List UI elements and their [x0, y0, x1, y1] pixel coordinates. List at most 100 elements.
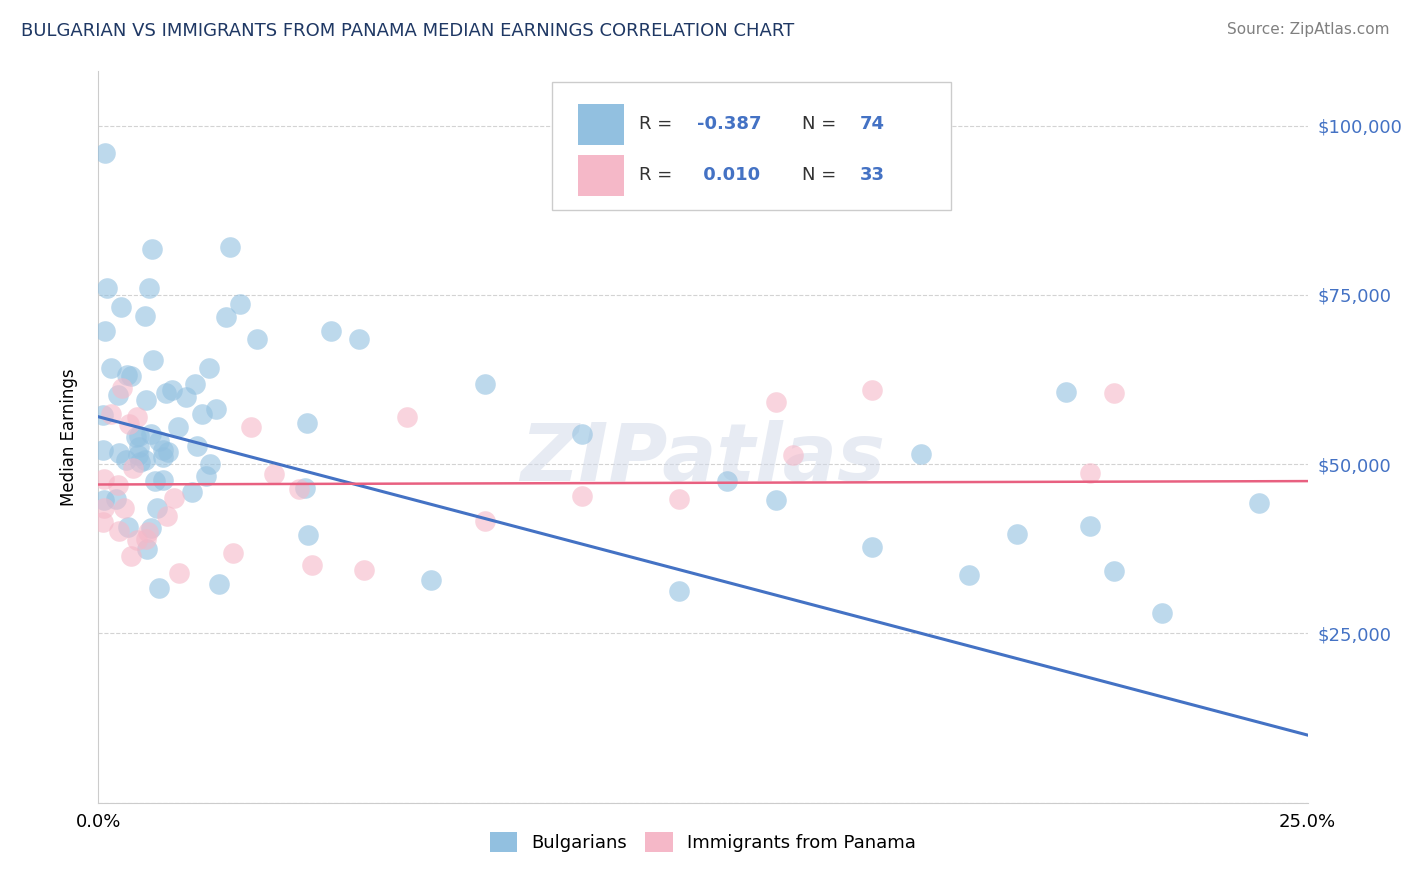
Bulgarians: [117, 520, 139, 534]
Bulgarians: [138, 281, 160, 295]
Bulgarians: [100, 361, 122, 376]
Bulgarians: [96, 281, 118, 295]
Bulgarians: [141, 242, 163, 256]
Bulgarians: [167, 419, 190, 434]
Bulgarians: [297, 528, 319, 542]
Bulgarians: [474, 376, 496, 391]
Bulgarians: [125, 430, 148, 444]
Bulgarians: [297, 416, 319, 430]
Bulgarians: [765, 492, 787, 507]
Immigrants from Panama: [118, 417, 141, 431]
Immigrants from Panama: [301, 558, 323, 572]
Immigrants from Panama: [167, 566, 190, 580]
Bulgarians: [183, 377, 205, 392]
Bulgarians: [180, 484, 202, 499]
Bulgarians: [146, 501, 169, 516]
Immigrants from Panama: [100, 407, 122, 421]
Bulgarians: [152, 473, 174, 487]
Immigrants from Panama: [571, 489, 593, 503]
Bulgarians: [139, 426, 162, 441]
Text: 74: 74: [860, 115, 886, 133]
Bulgarians: [107, 388, 129, 402]
Text: N =: N =: [803, 115, 842, 133]
Bulgarians: [321, 324, 343, 338]
Bulgarians: [208, 577, 231, 591]
Bulgarians: [139, 521, 162, 535]
Bulgarians: [134, 309, 156, 323]
Immigrants from Panama: [121, 461, 143, 475]
Bar: [578, 155, 624, 195]
Bulgarians: [128, 428, 150, 442]
Bulgarians: [135, 542, 157, 557]
Bulgarians: [120, 369, 142, 384]
Bulgarians: [142, 353, 165, 368]
Bulgarians: [162, 384, 184, 398]
Bulgarians: [93, 492, 115, 507]
Bulgarians: [91, 408, 114, 422]
Text: ZIPatlas: ZIPatlas: [520, 420, 886, 498]
Bulgarians: [94, 324, 117, 338]
Immigrants from Panama: [668, 491, 690, 506]
Text: R =: R =: [638, 166, 678, 185]
Bulgarians: [110, 300, 132, 314]
Bulgarians: [186, 439, 208, 453]
Bulgarians: [215, 310, 238, 324]
Bulgarians: [91, 443, 114, 458]
Immigrants from Panama: [125, 410, 148, 425]
Bulgarians: [1102, 564, 1125, 578]
Bulgarians: [127, 449, 149, 463]
Bulgarians: [860, 540, 883, 554]
Bulgarians: [1054, 384, 1077, 399]
Text: N =: N =: [803, 166, 842, 185]
Bulgarians: [108, 446, 131, 460]
Bulgarians: [1078, 518, 1101, 533]
Text: 33: 33: [860, 166, 886, 185]
Text: BULGARIAN VS IMMIGRANTS FROM PANAMA MEDIAN EARNINGS CORRELATION CHART: BULGARIAN VS IMMIGRANTS FROM PANAMA MEDI…: [21, 22, 794, 40]
Immigrants from Panama: [288, 482, 311, 496]
Bulgarians: [246, 332, 269, 346]
Bulgarians: [174, 390, 197, 404]
Immigrants from Panama: [239, 420, 262, 434]
Bulgarians: [143, 474, 166, 488]
Immigrants from Panama: [396, 410, 419, 425]
Bulgarians: [200, 457, 222, 471]
Immigrants from Panama: [136, 525, 159, 540]
Immigrants from Panama: [156, 509, 179, 524]
Immigrants from Panama: [263, 467, 285, 481]
Bar: [578, 104, 624, 145]
Bulgarians: [114, 452, 136, 467]
Bulgarians: [148, 434, 170, 449]
Bulgarians: [716, 475, 738, 489]
Bulgarians: [668, 583, 690, 598]
FancyBboxPatch shape: [551, 82, 950, 211]
Bulgarians: [1007, 527, 1029, 541]
Immigrants from Panama: [782, 448, 804, 462]
Immigrants from Panama: [135, 532, 157, 546]
Bulgarians: [152, 450, 174, 465]
Bulgarians: [148, 581, 170, 595]
Bulgarians: [94, 145, 117, 160]
Bulgarians: [1152, 606, 1174, 620]
Immigrants from Panama: [765, 394, 787, 409]
Bulgarians: [195, 468, 218, 483]
Bulgarians: [910, 447, 932, 461]
Immigrants from Panama: [860, 383, 883, 397]
Immigrants from Panama: [107, 478, 129, 492]
Immigrants from Panama: [222, 546, 245, 560]
Bulgarians: [571, 427, 593, 442]
Bulgarians: [198, 361, 221, 376]
Legend: Bulgarians, Immigrants from Panama: Bulgarians, Immigrants from Panama: [482, 824, 924, 860]
Immigrants from Panama: [91, 516, 114, 530]
Bulgarians: [156, 444, 179, 458]
Bulgarians: [294, 481, 316, 495]
Immigrants from Panama: [127, 533, 149, 548]
Bulgarians: [205, 402, 228, 417]
Text: Source: ZipAtlas.com: Source: ZipAtlas.com: [1226, 22, 1389, 37]
Immigrants from Panama: [163, 491, 186, 505]
Text: -0.387: -0.387: [697, 115, 762, 133]
Immigrants from Panama: [112, 501, 135, 516]
Bulgarians: [152, 442, 174, 457]
Immigrants from Panama: [1102, 386, 1125, 401]
Bulgarians: [129, 455, 152, 469]
Bulgarians: [115, 368, 138, 382]
